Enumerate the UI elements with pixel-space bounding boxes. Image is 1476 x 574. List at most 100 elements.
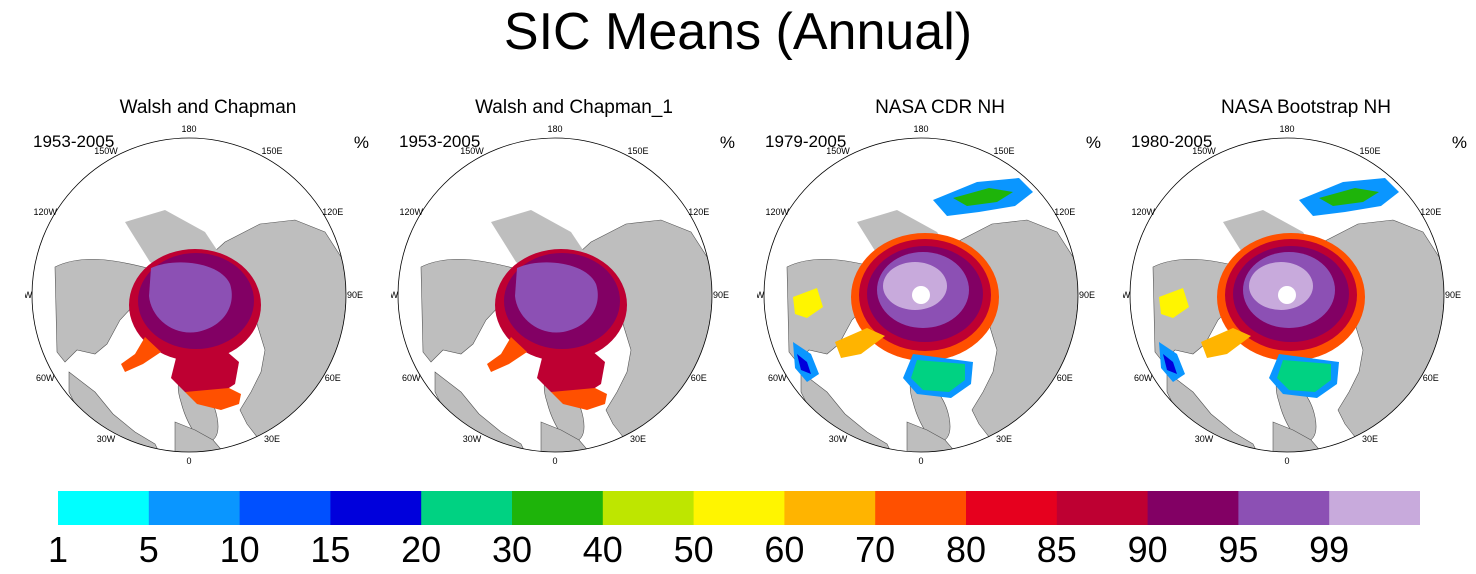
ice-band-60-baffin [835, 328, 885, 358]
ice-band-85-atlantic [537, 350, 605, 397]
ice-band-30-pacific [1319, 188, 1379, 206]
panel-period: 1979-2005 [765, 132, 847, 151]
longitude-label: 30E [996, 434, 1012, 444]
colorbar-swatch [602, 491, 695, 525]
longitude-label: 0 [552, 456, 557, 466]
longitude-label: 180 [1279, 124, 1294, 134]
pole-hole [912, 286, 930, 304]
colorbar-swatch [1147, 491, 1239, 525]
longitude-label: 60W [768, 373, 787, 383]
ice-band-15-labrador [797, 354, 811, 374]
colorbar-swatch [784, 491, 876, 525]
longitude-label: 120W [399, 207, 423, 217]
longitude-label: 120W [1131, 207, 1155, 217]
longitude-label: 30E [1362, 434, 1378, 444]
map-border [397, 137, 713, 453]
ice-band-99 [883, 262, 947, 310]
ice-band-30-pacific [953, 188, 1013, 206]
panel-period: 1953-2005 [399, 132, 481, 151]
longitude-label: 150E [993, 146, 1014, 156]
longitude-label: 0 [918, 456, 923, 466]
colorbar-tick-label: 90 [1127, 529, 1168, 570]
colorbar-swatch [148, 491, 241, 525]
longitude-label: 180 [547, 124, 562, 134]
longitude-label: 90W [25, 290, 33, 300]
panel-unit: % [353, 133, 369, 152]
ice-band-95 [515, 262, 598, 333]
landmass [174, 421, 274, 452]
longitude-label: 30E [630, 434, 646, 444]
map-panel: 180 150E 120E 90E 60E 30E 0 30W 60W 90W 120W 150W Wa… [25, 92, 391, 467]
longitude-label: 150W [94, 146, 118, 156]
polar-map: 180 150E 120E 90E 60E 30E 0 30W 60W 90W 120W 150W [391, 124, 729, 466]
longitude-label: 90E [347, 290, 363, 300]
colorbar [58, 491, 1421, 525]
longitude-label: 90W [757, 290, 765, 300]
map-panel: 180 150E 120E 90E 60E 30E 0 30W 60W 90W 120W 150W NA… [1123, 92, 1476, 467]
longitude-label: 60E [1057, 373, 1073, 383]
colorbar-swatch [1329, 491, 1421, 525]
polar-map: 180 150E 120E 90E 60E 30E 0 30W 60W 90W 120W 150W [1123, 124, 1461, 466]
longitude-label: 90W [1123, 290, 1131, 300]
panel-title: Walsh and Chapman [119, 97, 297, 118]
colorbar-swatch [512, 491, 604, 525]
longitude-label: 0 [186, 456, 191, 466]
ice-band-70-atlantic [551, 388, 607, 410]
landmass [906, 421, 1006, 452]
longitude-label: 150W [460, 146, 484, 156]
map-border [763, 137, 1079, 453]
longitude-label: 120W [33, 207, 57, 217]
colorbar-swatch [966, 491, 1058, 525]
longitude-label: 150W [1192, 146, 1216, 156]
ice-band-95 [149, 262, 232, 333]
longitude-label: 90W [391, 290, 399, 300]
panel-period: 1980-2005 [1131, 132, 1213, 151]
longitude-label: 30W [463, 434, 482, 444]
longitude-label: 60E [691, 373, 707, 383]
map-panel: 180 150E 120E 90E 60E 30E 0 30W 60W 90W 120W 150W Wa… [391, 92, 757, 467]
longitude-label: 150E [261, 146, 282, 156]
pole-hole [1278, 286, 1296, 304]
longitude-label: 60E [1423, 373, 1439, 383]
panel-unit: % [1085, 133, 1101, 152]
longitude-label: 120E [1054, 207, 1075, 217]
colorbar-tick-label: 80 [945, 529, 987, 570]
colorbar-swatch [693, 491, 785, 525]
longitude-label: 120W [765, 207, 789, 217]
longitude-label: 60W [36, 373, 55, 383]
longitude-label: 120E [1420, 207, 1441, 217]
longitude-label: 90E [713, 290, 729, 300]
panel-title: NASA Bootstrap NH [1220, 97, 1392, 118]
longitude-label: 60E [325, 373, 341, 383]
longitude-label: 120E [688, 207, 709, 217]
longitude-label: 150E [627, 146, 648, 156]
colorbar-labels: 1 5 10 15 20 30 40 50 60 70 80 85 90 95 99 [0, 528, 1476, 574]
longitude-label: 60W [402, 373, 421, 383]
landmass [540, 421, 640, 452]
longitude-label: 150E [1359, 146, 1380, 156]
longitude-label: 30E [264, 434, 280, 444]
ice-band-20-atlantic [1277, 360, 1331, 392]
colorbar-tick-label: 5 [138, 529, 159, 570]
colorbar-tick-label: 15 [310, 529, 351, 570]
colorbar-swatch [1238, 491, 1330, 525]
ice-band-60-baffin [1201, 328, 1251, 358]
longitude-label: 60W [1134, 373, 1153, 383]
colorbar-swatch [58, 491, 150, 525]
colorbar-swatch [330, 491, 422, 525]
colorbar-swatch [875, 491, 967, 525]
panel-unit: % [1451, 133, 1467, 152]
ice-band-70 [121, 337, 161, 372]
colorbar-tick-label: 20 [401, 529, 442, 570]
colorbar-tick-label: 70 [855, 529, 896, 570]
map-border [1129, 137, 1445, 453]
ice-band-99 [1249, 262, 1313, 310]
colorbar-tick-label: 50 [673, 529, 714, 570]
longitude-label: 0 [1284, 456, 1289, 466]
ice-band-20-atlantic [911, 360, 965, 392]
longitude-label: 30W [1195, 434, 1214, 444]
longitude-label: 90E [1079, 290, 1095, 300]
ice-band-85-atlantic [171, 350, 239, 397]
colorbar-tick-label: 10 [219, 529, 260, 570]
colorbar-tick-label: 85 [1036, 529, 1077, 570]
